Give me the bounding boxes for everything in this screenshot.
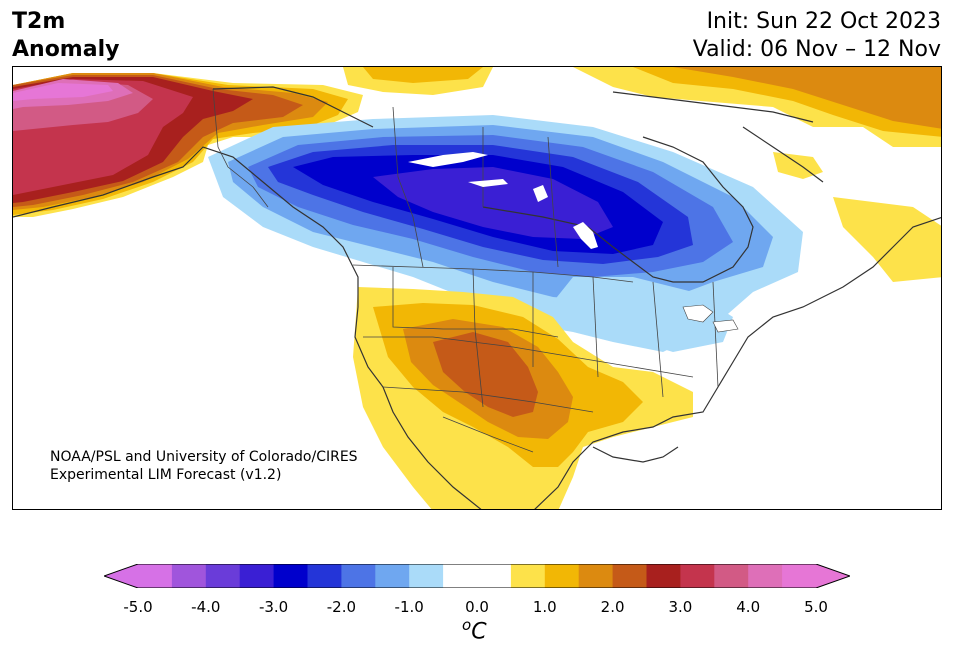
colorbar-tick-label: 2.0 [600,598,625,616]
map-canvas [13,67,941,509]
unit-label: oC [462,616,487,644]
colorbar-bin [748,564,783,588]
alaska-warm-anomaly [13,73,363,217]
colorbar-bin [307,564,342,588]
colorbar-bin [341,564,376,588]
colorbar-bin [544,564,580,588]
great-lakes-cold-anomaly [553,277,733,352]
colorbar-tick-label: 4.0 [736,598,761,616]
anomaly-map: NOAA/PSL and University of Colorado/CIRE… [12,66,942,510]
colorbar-tick-label: -1.0 [394,598,424,616]
colorbar-bin [782,564,817,588]
colorbar-tick-label: 0.0 [465,598,489,616]
colorbar-bin [171,564,207,588]
colorbar-bin [578,564,614,588]
colorbar-bin [714,564,749,588]
unit-degree: o [462,616,472,634]
colorbar-bin [680,564,715,588]
credit-line-2: Experimental LIM Forecast (v1.2) [50,467,282,483]
colorbar-bin [273,564,308,588]
colorbar-bin [646,564,681,588]
colorbar-bin [375,564,410,588]
colorbar-bin [612,564,647,588]
colorbar-tick-label: 3.0 [668,598,693,616]
colorbar-under-arrow [104,564,138,588]
colorbar-bin [510,564,546,588]
lakes [408,152,739,333]
colorbar-bin [239,564,275,588]
colorbar-bin [138,564,173,588]
colorbar-tick-label: -2.0 [326,598,357,616]
valid-date: Valid: 06 Nov – 12 Nov [692,37,941,62]
colorbar-over-arrow [816,564,850,588]
forecast-dates: Init: Sun 22 Oct 2023 Valid: 06 Nov – 12… [693,8,941,64]
colorbar-bin [409,564,444,588]
colorbar-tick-label: -4.0 [191,598,221,616]
colorbar-tick-label: 1.0 [532,598,557,616]
canada-cold-anomaly [208,115,803,352]
credit-line-1: NOAA/PSL and University of Colorado/CIRE… [50,449,358,465]
colorbar-bins [138,564,817,588]
colorbar [104,564,850,588]
credit-text: NOAA/PSL and University of Colorado/CIRE… [50,448,358,484]
colorbar-bin [477,564,512,588]
title-line-2: Anomaly [12,37,120,62]
title-line-1: T2m [12,9,66,34]
colorbar-tick-label: -5.0 [123,598,153,616]
colorbar-bin [205,564,241,588]
colorbar-bin [443,564,478,588]
colorbar-tick-label: 5.0 [804,598,828,616]
political-borders [212,88,719,453]
init-date: Init: Sun 22 Oct 2023 [706,9,941,34]
southwest-warm-anomaly [353,287,693,509]
map-title: T2m Anomaly [12,8,119,64]
colorbar-tick-label: -3.0 [258,598,289,616]
unit-letter: C [471,619,487,645]
